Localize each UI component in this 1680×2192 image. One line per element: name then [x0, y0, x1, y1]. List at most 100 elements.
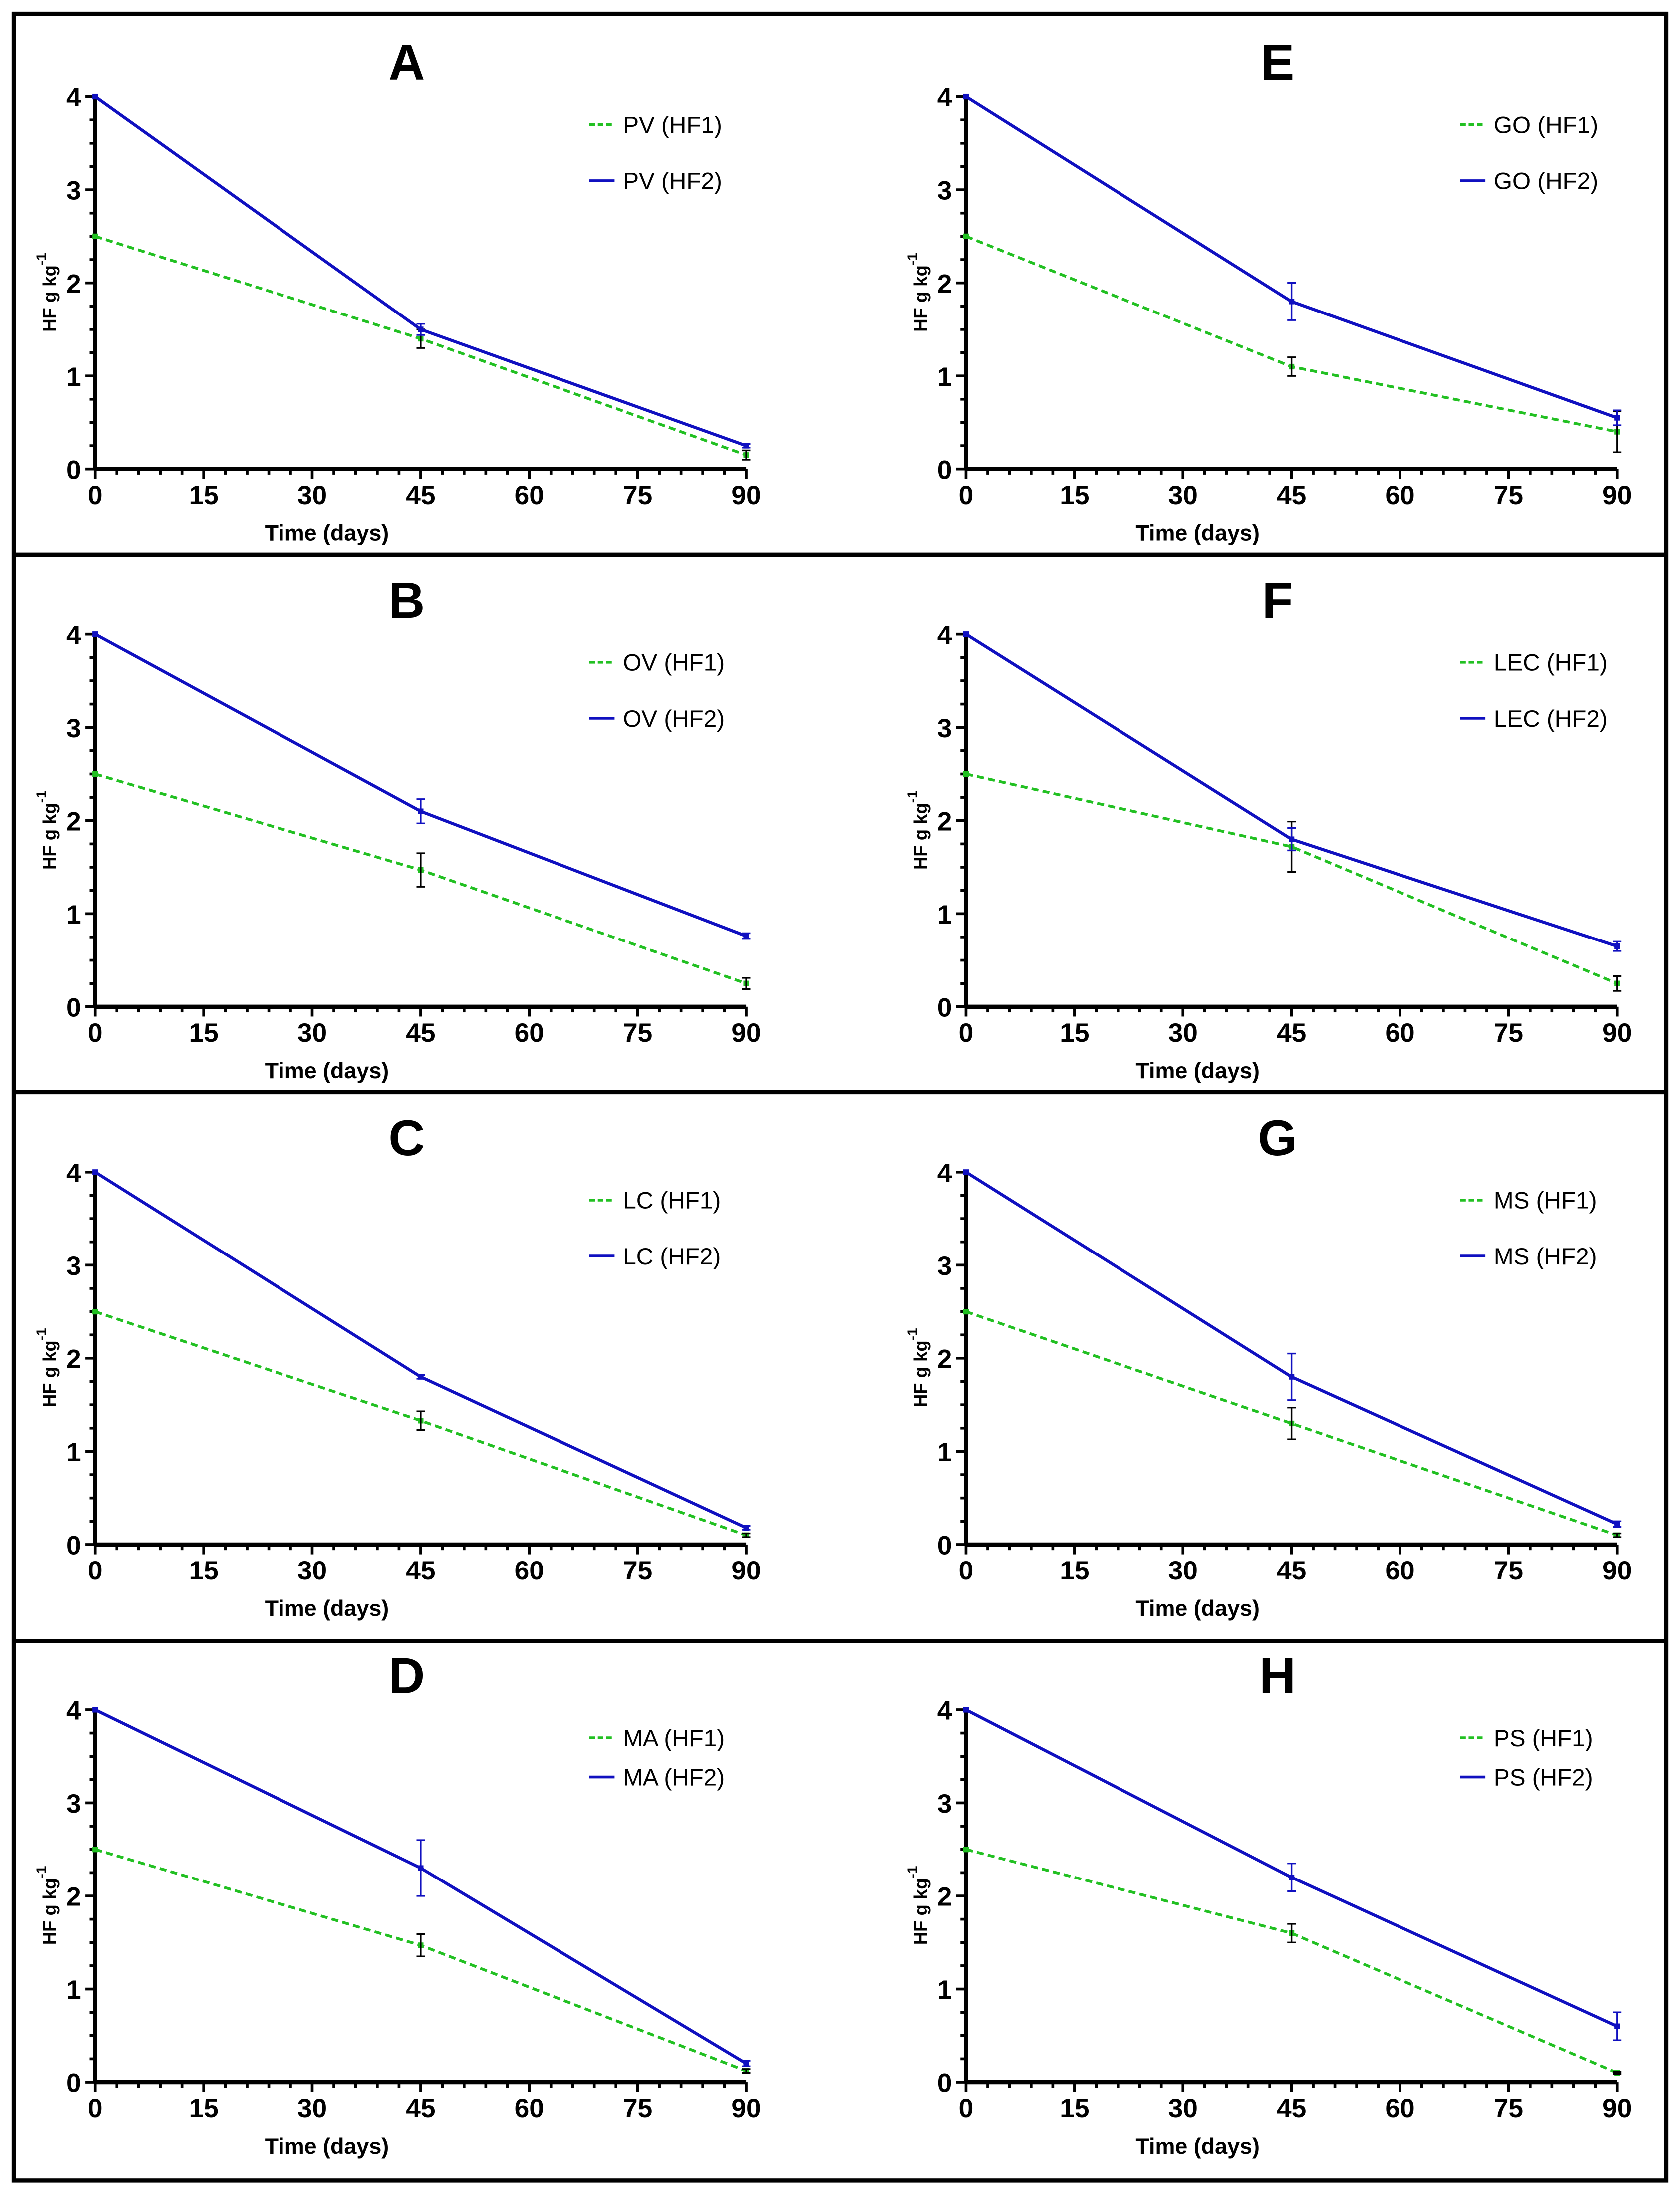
data-point: [963, 233, 969, 239]
x-tick-label: 30: [1168, 1556, 1198, 1585]
y-tick-label: 3: [937, 714, 952, 743]
series-line: [965, 772, 1618, 985]
panel-title: F: [1262, 573, 1293, 628]
legend-label: PV (HF1): [623, 112, 722, 139]
legend-label: MS (HF1): [1494, 1188, 1597, 1214]
y-axis-label-superscript: -1: [34, 1866, 49, 1879]
x-tick-label: 75: [1494, 1018, 1523, 1048]
data-point: [963, 1847, 969, 1853]
x-axis-label: Time (days): [265, 2133, 389, 2159]
x-tick-label: 30: [1168, 2094, 1198, 2123]
data-point: [92, 1847, 98, 1853]
series-line: [94, 95, 747, 447]
x-tick-label: 90: [1602, 1018, 1632, 1048]
x-tick-label: 15: [189, 2094, 218, 2123]
x-tick-label: 45: [1277, 1556, 1306, 1585]
data-point: [963, 93, 969, 100]
data-point: [963, 631, 969, 637]
series-line: [965, 1310, 1618, 1537]
x-tick-label: 90: [1602, 481, 1632, 510]
legend-label: GO (HF2): [1494, 168, 1598, 195]
x-axis-label: Time (days): [1135, 1595, 1260, 1621]
y-tick-label: 4: [937, 1158, 952, 1188]
y-tick-label: 1: [66, 900, 81, 930]
y-tick-label: 1: [66, 1975, 81, 2005]
x-tick-label: 45: [1277, 481, 1306, 510]
data-point: [963, 1169, 969, 1175]
outer-border: [11, 11, 1669, 2183]
x-tick-label: 0: [959, 481, 974, 510]
y-tick-label: 4: [66, 83, 81, 112]
y-axis-label-superscript: -1: [904, 790, 920, 803]
y-tick-label: 3: [66, 714, 81, 743]
y-tick-label: 3: [66, 1252, 81, 1281]
x-tick-label: 60: [515, 481, 544, 510]
data-point: [92, 1707, 98, 1713]
series-line: [94, 1310, 747, 1537]
y-tick-label: 0: [66, 993, 81, 1022]
y-axis-label-superscript: -1: [904, 1866, 920, 1879]
x-tick-label: 0: [88, 1018, 103, 1048]
y-tick-label: 0: [937, 455, 952, 485]
x-tick-label: 15: [1060, 481, 1089, 510]
x-tick-label: 30: [297, 481, 327, 510]
x-tick-label: 75: [623, 481, 652, 510]
series-line: [965, 235, 1618, 433]
data-point: [92, 1309, 98, 1315]
y-tick-label: 1: [66, 1438, 81, 1467]
x-tick-label: 45: [406, 1556, 435, 1585]
panel-title: C: [388, 1110, 425, 1166]
x-tick-label: 90: [1602, 1556, 1632, 1585]
x-tick-label: 90: [731, 481, 761, 510]
y-tick-label: 4: [937, 1696, 952, 1726]
x-tick-label: 30: [297, 1018, 327, 1048]
x-tick-label: 75: [1494, 481, 1523, 510]
x-tick-label: 45: [1277, 2094, 1306, 2123]
x-tick-label: 60: [1385, 2094, 1414, 2123]
x-tick-label: 60: [1385, 1556, 1414, 1585]
y-tick-label: 4: [66, 1158, 81, 1188]
x-tick-label: 15: [189, 481, 218, 510]
x-tick-label: 75: [623, 1556, 652, 1585]
y-axis-label: HF g kg-1: [904, 790, 931, 870]
legend-label: LEC (HF2): [1494, 706, 1608, 732]
y-tick-label: 1: [937, 362, 952, 392]
x-tick-label: 75: [1494, 1556, 1523, 1585]
y-tick-label: 1: [66, 362, 81, 392]
y-tick-label: 1: [937, 1438, 952, 1467]
x-tick-label: 45: [1277, 1018, 1306, 1048]
panel-D: D 0 15 30 45 60 75 90 0 1 2 3 4 Time (days) HF g kg-1 M…: [34, 1648, 761, 2159]
data-point: [92, 771, 98, 777]
x-tick-label: 60: [1385, 481, 1414, 510]
data-point: [92, 631, 98, 637]
x-tick-label: 60: [515, 1018, 544, 1048]
y-tick-label: 4: [937, 621, 952, 650]
y-axis-label-superscript: -1: [34, 1328, 49, 1340]
x-axis-label: Time (days): [265, 1595, 389, 1621]
x-tick-label: 75: [623, 2094, 652, 2123]
x-tick-label: 15: [1060, 2094, 1089, 2123]
panel-title: H: [1259, 1648, 1296, 1704]
y-axis-label: HF g kg-1: [904, 253, 931, 332]
x-tick-label: 45: [406, 1018, 435, 1048]
y-tick-label: 2: [66, 269, 81, 299]
x-tick-label: 15: [189, 1018, 218, 1048]
data-point: [92, 1169, 98, 1175]
y-tick-label: 3: [937, 176, 952, 206]
y-tick-label: 0: [937, 993, 952, 1022]
y-tick-label: 2: [937, 269, 952, 299]
x-axis-label: Time (days): [1135, 1058, 1260, 1083]
y-axis-label: HF g kg-1: [34, 790, 60, 870]
panel-G: G 0 15 30 45 60 75 90 0 1 2 3 4 Time (days) HF g kg-1 M…: [904, 1110, 1632, 1621]
x-tick-label: 60: [515, 2094, 544, 2123]
legend-label: OV (HF1): [623, 650, 725, 676]
data-point: [963, 771, 969, 777]
y-axis-label: HF g kg-1: [34, 253, 60, 332]
data-point: [963, 1309, 969, 1315]
x-tick-label: 0: [88, 1556, 103, 1585]
panel-F: F 0 15 30 45 60 75 90 0 1 2 3 4 Time (days) HF g kg-1 L…: [904, 573, 1632, 1083]
series-line: [94, 1171, 747, 1530]
y-axis-label-superscript: -1: [904, 1328, 920, 1340]
data-point: [92, 93, 98, 100]
